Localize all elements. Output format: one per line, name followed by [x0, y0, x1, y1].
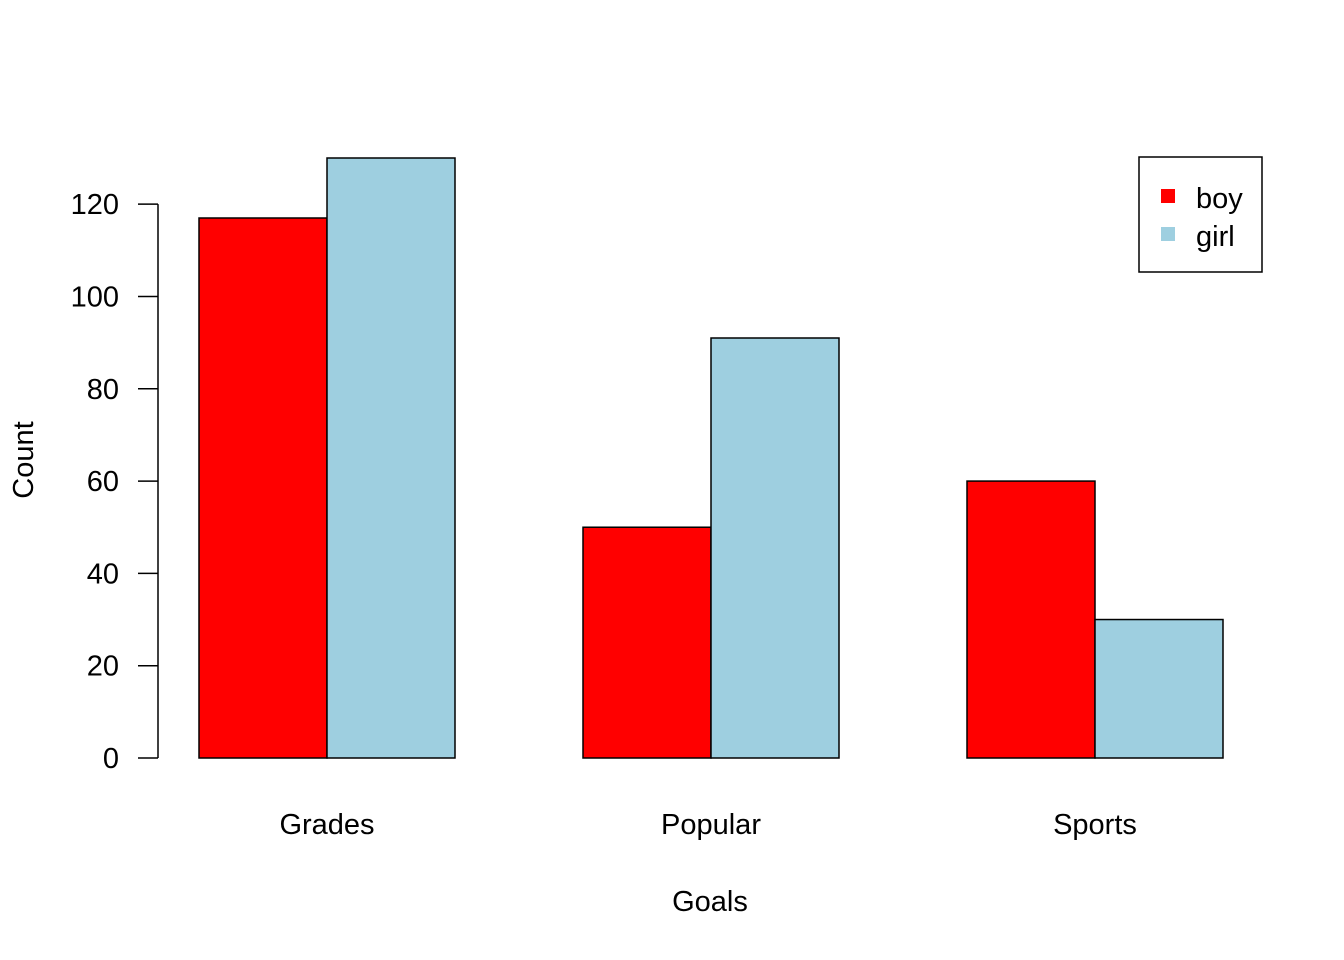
y-tick-label-20: 20 [87, 651, 119, 683]
bar-popular-girl [710, 337, 840, 759]
y-axis-title: Count [8, 421, 40, 498]
bar-sports-boy [966, 480, 1096, 759]
legend-box [1138, 156, 1263, 273]
legend-label-girl: girl [1196, 221, 1235, 253]
x-axis-title: Goals [672, 886, 748, 918]
y-tick-label-120: 120 [71, 189, 119, 221]
bar-sports-girl [1094, 618, 1224, 759]
legend-swatch-boy [1161, 189, 1175, 203]
y-tick-label-80: 80 [87, 374, 119, 406]
bar-grades-boy [198, 217, 328, 759]
y-tick-label-60: 60 [87, 466, 119, 498]
y-tick-label-0: 0 [103, 743, 119, 775]
bars-layer [198, 157, 1224, 759]
legend-label-boy: boy [1196, 183, 1243, 215]
legend-swatch-girl [1161, 227, 1175, 241]
y-tick-label-40: 40 [87, 558, 119, 590]
legend: boy girl [1138, 156, 1263, 273]
y-tick-label-100: 100 [71, 281, 119, 313]
x-category-label-popular: Popular [661, 809, 761, 841]
x-axis-category-labels: Grades Popular Sports [279, 809, 1136, 841]
bar-popular-boy [582, 526, 712, 759]
bar-grades-girl [326, 157, 456, 759]
x-category-label-grades: Grades [279, 809, 374, 841]
y-axis: 0 20 40 60 80 100 120 [71, 189, 159, 775]
x-category-label-sports: Sports [1053, 809, 1137, 841]
